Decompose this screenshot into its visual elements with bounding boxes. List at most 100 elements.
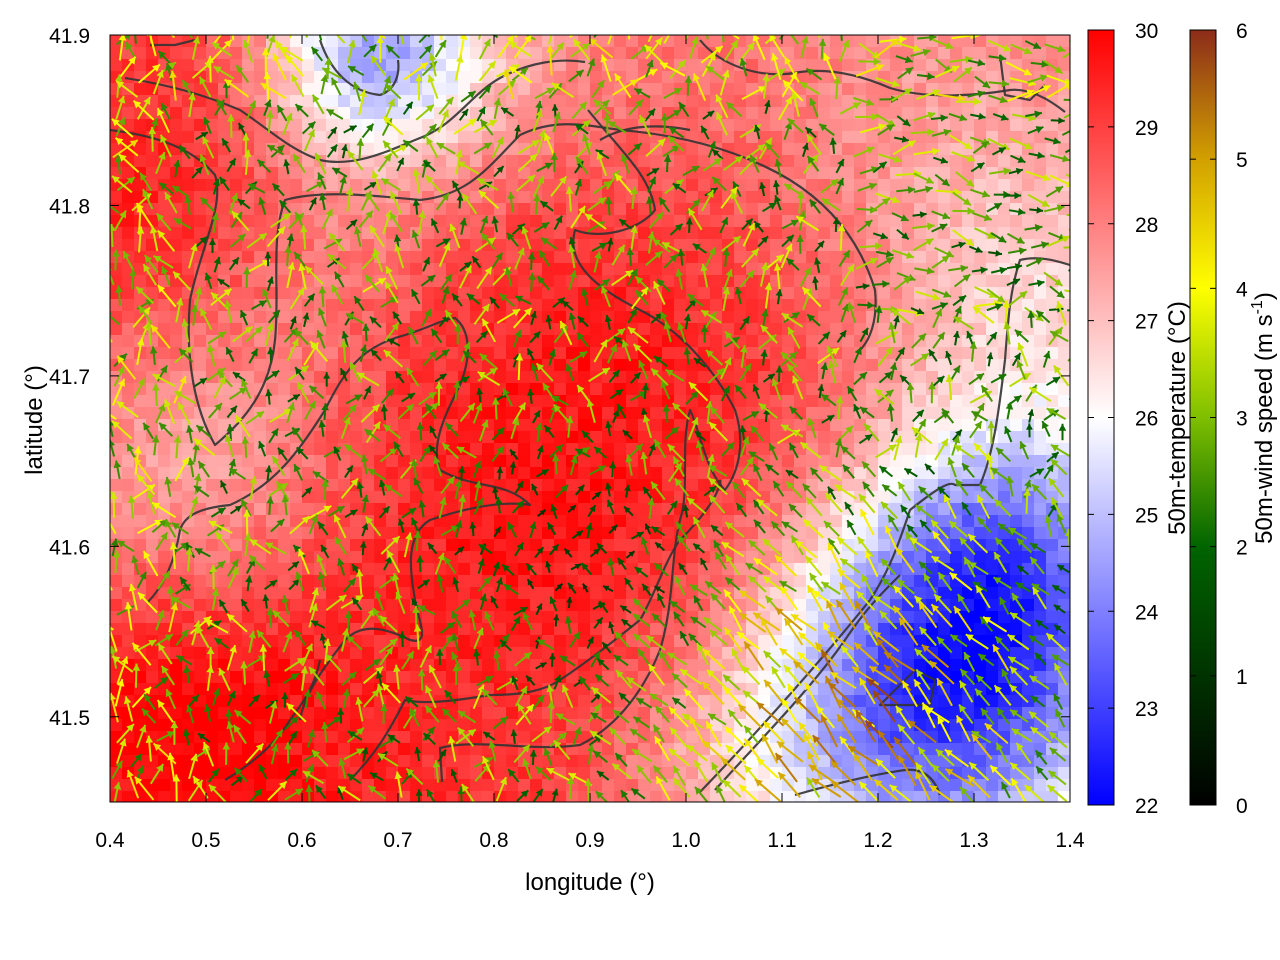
temperature-cell — [122, 215, 135, 228]
temperature-cell — [482, 131, 495, 144]
temperature-cell — [602, 407, 615, 420]
temperature-cell — [266, 587, 279, 600]
temperature-cell — [362, 479, 375, 492]
temperature-cell — [890, 59, 903, 72]
temperature-cell — [806, 227, 819, 240]
temperature-cell — [518, 527, 531, 540]
temperature-cell — [422, 527, 435, 540]
temperature-cell — [218, 587, 231, 600]
temperature-cell — [482, 467, 495, 480]
temperature-cell — [194, 47, 207, 60]
temperature-cell — [602, 431, 615, 444]
temperature-cell — [518, 203, 531, 216]
temperature-cell — [398, 551, 411, 564]
temperature-cell — [422, 131, 435, 144]
temperature-cell — [578, 587, 591, 600]
temperature-cell — [1010, 215, 1023, 228]
temperature-cell — [170, 707, 183, 720]
temperature-cell — [230, 167, 243, 180]
temperature-cell — [134, 275, 147, 288]
temperature-cell — [578, 107, 591, 120]
temperature-cell — [302, 83, 315, 96]
temperature-cell — [158, 455, 171, 468]
temperature-cell — [830, 239, 843, 252]
temperature-cell — [314, 431, 327, 444]
temperature-cell — [686, 95, 699, 108]
temperature-cell — [218, 215, 231, 228]
temperature-cell — [578, 419, 591, 432]
temperature-cell — [110, 479, 123, 492]
temperature-cell — [530, 647, 543, 660]
temperature-cell — [986, 179, 999, 192]
temperature-cell — [698, 179, 711, 192]
temperature-cell — [326, 611, 339, 624]
temperature-cell — [110, 143, 123, 156]
temperature-cell — [398, 167, 411, 180]
temperature-cell — [542, 551, 555, 564]
temperature-cell — [338, 671, 351, 684]
temperature-cell — [950, 623, 963, 636]
temperature-cell — [326, 779, 339, 792]
temperature-cell — [590, 131, 603, 144]
temperature-cell — [470, 767, 483, 780]
temperature-cell — [830, 47, 843, 60]
temperature-cell — [902, 95, 915, 108]
temperature-cell — [698, 227, 711, 240]
temperature-cell — [122, 671, 135, 684]
temperature-cell — [134, 443, 147, 456]
temperature-cell — [398, 83, 411, 96]
temperature-cell — [518, 431, 531, 444]
temperature-cell — [182, 59, 195, 72]
temperature-cell — [938, 263, 951, 276]
temperature-cell — [926, 299, 939, 312]
temperature-cell — [518, 467, 531, 480]
temperature-cell — [494, 347, 507, 360]
temperature-cell — [758, 479, 771, 492]
temperature-cell — [134, 179, 147, 192]
temperature-cell — [902, 155, 915, 168]
temperature-cell — [854, 119, 867, 132]
temperature-cell — [338, 107, 351, 120]
temperature-cell — [758, 167, 771, 180]
temperature-cell — [122, 527, 135, 540]
temperature-cell — [650, 395, 663, 408]
temperature-cell — [782, 275, 795, 288]
temperature-cell — [122, 167, 135, 180]
temperature-cell — [398, 683, 411, 696]
temperature-cell — [794, 131, 807, 144]
temperature-cell — [494, 587, 507, 600]
temperature-cell — [242, 359, 255, 372]
temperature-cell — [794, 107, 807, 120]
temperature-cell — [830, 167, 843, 180]
temperature-cell — [302, 467, 315, 480]
temperature-cell — [470, 359, 483, 372]
temperature-cell — [614, 119, 627, 132]
temperature-cell — [686, 251, 699, 264]
temperature-cell — [386, 515, 399, 528]
temperature-cell — [410, 107, 423, 120]
temperature-cell — [326, 467, 339, 480]
temperature-cell — [302, 503, 315, 516]
temperature-cell — [326, 491, 339, 504]
temperature-cell — [398, 755, 411, 768]
temperature-cell — [626, 419, 639, 432]
temperature-cell — [158, 443, 171, 456]
temperature-cell — [842, 395, 855, 408]
temperature-cell — [134, 47, 147, 60]
temperature-cell — [398, 35, 411, 48]
temperature-cell — [602, 251, 615, 264]
temperature-cell — [122, 239, 135, 252]
temperature-cell — [554, 143, 567, 156]
temperature-cell — [938, 467, 951, 480]
temperature-cell — [722, 107, 735, 120]
temperature-cell — [830, 287, 843, 300]
temperature-cell — [842, 347, 855, 360]
temperature-cell — [482, 251, 495, 264]
temperature-cell — [578, 371, 591, 384]
temperature-cell — [710, 443, 723, 456]
temperature-cell — [722, 131, 735, 144]
temperature-cell — [578, 299, 591, 312]
temperature-cell — [926, 407, 939, 420]
temperature-cell — [458, 251, 471, 264]
temperature-cell — [182, 647, 195, 660]
